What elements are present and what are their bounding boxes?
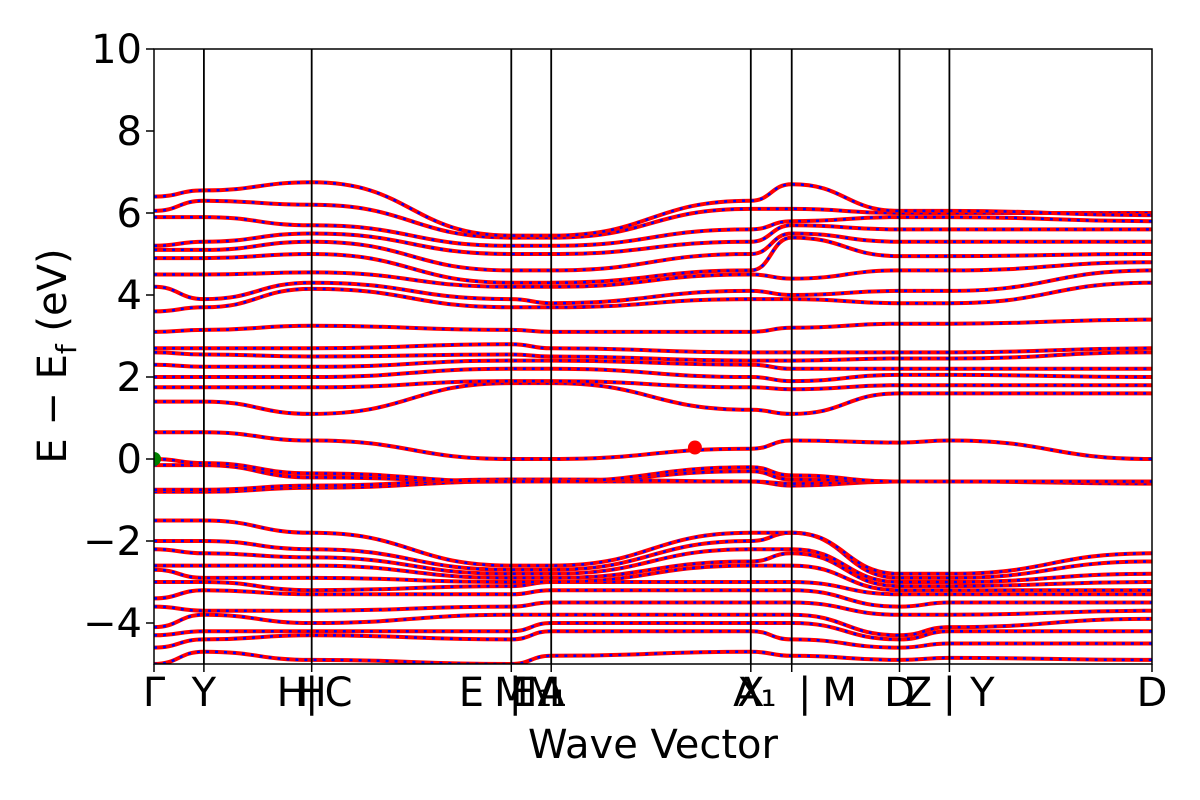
x-tick-label: M [494, 670, 529, 716]
x-tick-label: A₁ [733, 670, 776, 716]
band-overlay-20 [154, 359, 1152, 371]
band-overlay-6 [154, 580, 1152, 596]
x-tick-label: | [798, 670, 811, 716]
y-tick-label: 10 [91, 27, 142, 73]
band-line-23 [154, 317, 1152, 334]
band-line-10 [154, 530, 1152, 580]
band-line-32 [154, 180, 1152, 238]
x-tick-label: Z [905, 670, 932, 716]
y-ticks: −4 −2 0 2 4 6 8 10 [83, 27, 154, 647]
y-tick-label: 4 [117, 273, 142, 319]
x-tick-label: A [538, 670, 566, 716]
y-tick-label: 2 [117, 355, 142, 401]
kpoint-lines [202, 49, 951, 664]
band-overlay-8 [154, 552, 1152, 588]
band-overlay-11 [154, 519, 1152, 576]
band-line-16 [154, 430, 1152, 461]
x-tick-label: D [1137, 670, 1168, 716]
x-tick-label: M [526, 670, 561, 716]
band-overlay-4 [154, 601, 1152, 617]
x-tick-label: | [305, 670, 318, 716]
band-overlay-9 [154, 547, 1152, 584]
band-overlay-22 [154, 342, 1152, 354]
x-tick-label: E₁ [511, 670, 552, 716]
y-axis-title-main: E − E [30, 354, 76, 464]
band-overlay-24 [154, 281, 1152, 313]
y-axis-title-tail: (eV) [30, 248, 76, 344]
band-overlay-18 [154, 379, 1152, 391]
y-tick-label: −4 [83, 601, 142, 647]
band-overlay-21 [154, 351, 1152, 362]
cbm-marker [687, 440, 702, 455]
y-tick-label: 8 [117, 109, 142, 155]
y-axis-title: E − Ef (eV) [30, 248, 83, 463]
x-tick-label: C [325, 670, 353, 716]
band-line-7 [154, 563, 1152, 593]
x-tick-label: H [297, 670, 327, 716]
band-overlay-23 [154, 318, 1152, 334]
y-tick-label: 6 [117, 191, 142, 237]
extrema-markers [154, 440, 702, 466]
y-tick-label: −2 [83, 519, 142, 565]
band-line-31 [154, 198, 1152, 240]
band-overlay-16 [154, 431, 1152, 461]
x-tick-label: Γ [143, 670, 166, 716]
y-tick-label: 0 [117, 437, 142, 483]
band-line-0 [154, 649, 1152, 664]
band-overlay-25 [154, 269, 1152, 305]
bands-layer [154, 180, 1152, 664]
x-tick-label: H [277, 670, 307, 716]
band-overlay-19 [154, 367, 1152, 383]
x-tick-label: ₁ [551, 670, 567, 716]
band-line-15 [154, 457, 1152, 484]
band-line-5 [154, 588, 1152, 609]
band-overlay-29 [154, 224, 1152, 256]
x-tick-label: D [884, 670, 915, 716]
band-line-1 [154, 629, 1152, 650]
band-overlay-27 [154, 236, 1152, 284]
vbm-marker [154, 452, 161, 466]
y-axis-title-sub: f [50, 343, 83, 354]
x-tick-label: M [822, 670, 857, 716]
x-tick-label: X [737, 670, 764, 716]
plot-frame [153, 48, 1153, 665]
x-tick-label: Y [191, 670, 217, 716]
x-tick-label: E [459, 670, 484, 716]
band-overlay-26 [154, 260, 1152, 289]
x-axis-title: Wave Vector [528, 722, 779, 768]
band-overlay-30 [154, 215, 1152, 248]
x-tick-label: | [509, 670, 522, 716]
band-overlay-3 [154, 613, 1152, 637]
x-tick-label: | [943, 670, 956, 716]
band-line-17 [154, 381, 1152, 416]
band-overlay-28 [154, 232, 1152, 272]
band-line-2 [154, 620, 1152, 642]
x-tick-label: Y [969, 670, 995, 716]
